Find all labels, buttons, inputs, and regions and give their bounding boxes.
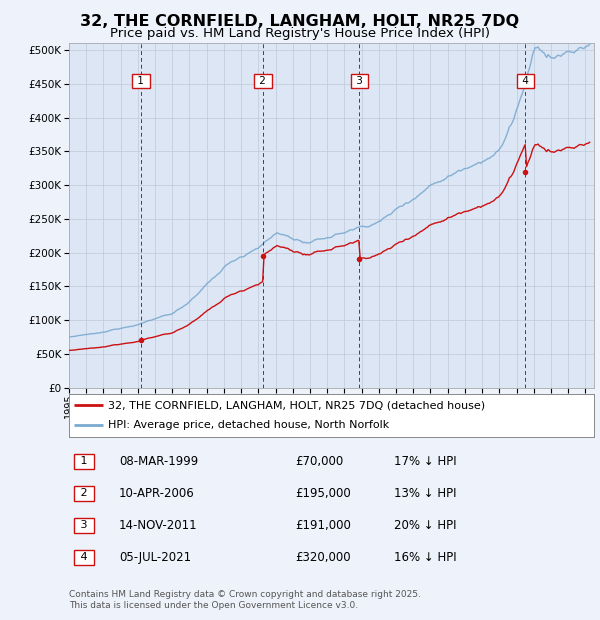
Text: 3: 3 [77, 520, 91, 531]
Text: 4: 4 [77, 552, 91, 562]
Text: 32, THE CORNFIELD, LANGHAM, HOLT, NR25 7DQ: 32, THE CORNFIELD, LANGHAM, HOLT, NR25 7… [80, 14, 520, 29]
Text: Contains HM Land Registry data © Crown copyright and database right 2025.
This d: Contains HM Land Registry data © Crown c… [69, 590, 421, 609]
Text: £320,000: £320,000 [295, 551, 350, 564]
Text: 05-JUL-2021: 05-JUL-2021 [119, 551, 191, 564]
Text: 08-MAR-1999: 08-MAR-1999 [119, 455, 198, 468]
Text: 32, THE CORNFIELD, LANGHAM, HOLT, NR25 7DQ (detached house): 32, THE CORNFIELD, LANGHAM, HOLT, NR25 7… [109, 401, 485, 410]
Text: HPI: Average price, detached house, North Norfolk: HPI: Average price, detached house, Nort… [109, 420, 389, 430]
Text: 10-APR-2006: 10-APR-2006 [119, 487, 194, 500]
Text: 1: 1 [77, 456, 91, 466]
Text: 2: 2 [256, 76, 269, 86]
Text: 14-NOV-2011: 14-NOV-2011 [119, 519, 197, 532]
Text: 2: 2 [77, 489, 91, 498]
Text: £191,000: £191,000 [295, 519, 350, 532]
Text: 3: 3 [353, 76, 366, 86]
Text: £195,000: £195,000 [295, 487, 350, 500]
Text: 4: 4 [519, 76, 532, 86]
Text: Price paid vs. HM Land Registry's House Price Index (HPI): Price paid vs. HM Land Registry's House … [110, 27, 490, 40]
Text: 16% ↓ HPI: 16% ↓ HPI [395, 551, 457, 564]
Text: £70,000: £70,000 [295, 455, 343, 468]
Text: 1: 1 [134, 76, 148, 86]
Text: 17% ↓ HPI: 17% ↓ HPI [395, 455, 457, 468]
Text: 13% ↓ HPI: 13% ↓ HPI [395, 487, 457, 500]
Text: 20% ↓ HPI: 20% ↓ HPI [395, 519, 457, 532]
